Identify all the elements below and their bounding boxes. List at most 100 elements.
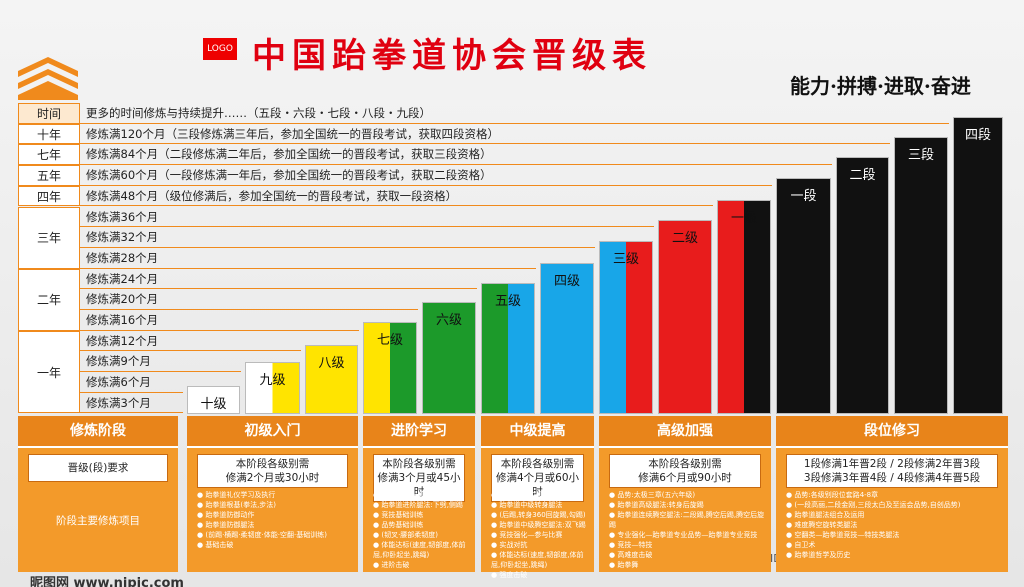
time-label: 十年	[18, 123, 80, 145]
requirement-line: 本阶段各级别需	[500, 458, 575, 470]
item: ● 自卫术	[786, 541, 816, 549]
belt-bar: 七级	[363, 322, 417, 414]
item: 阶段主要修炼项目	[56, 515, 140, 527]
item: ● (韧叉·腰部柔韧度)	[373, 531, 439, 539]
requirement-line: 本阶段各级别需	[648, 458, 722, 470]
item: ● 品势:太极二章(三四年级)	[491, 491, 578, 499]
belt-bar: 二段	[836, 157, 889, 414]
requirement-line: 本阶段各级别需	[382, 458, 456, 470]
item: ● 难度腾空旋转类腿法	[786, 521, 858, 529]
item: ● 品势:各级别段位套路4-8章	[786, 491, 879, 499]
item: ● 空翻类—跆拳道竞技—特技类腿法	[786, 531, 900, 539]
item: ● 品势:太极三章(五六年级)	[609, 491, 696, 499]
time-label: 四年	[18, 185, 80, 207]
item: ● 跆拳道礼仪学习及执行	[197, 491, 276, 499]
item-list: ● 品势:太极一章(一二年级) ● 跆拳道进阶腿法:下劈,侧踢 ● 竞技基础训练 ● …	[373, 490, 469, 570]
stage-panel: 初级入门 本阶段各级别需 修满2个月或30小时 ● 跆拳道礼仪学习及执行 ● 跆拳道根基…	[187, 416, 358, 572]
item: ● 基础击破	[197, 541, 234, 549]
item: ● 体能达标(速度,韧部度,体前屈,仰卧起坐,跳绳)	[373, 541, 466, 559]
item: ● 品势基础训练	[373, 521, 424, 529]
item: ● 跆拳舞	[609, 561, 639, 569]
requirement-box: 本阶段各级别需 修满6个月或90小时	[609, 454, 761, 488]
requirement-line: 本阶段各级别需	[235, 458, 310, 470]
belt-bar: 四级	[540, 263, 594, 414]
stage-title: 进阶学习	[363, 416, 475, 448]
requirement-box: 本阶段各级别需修满4个月或60小时	[491, 454, 584, 502]
requirement-line: 3段修满3年晋4段 / 4段修满4年晋5段	[803, 472, 981, 484]
belt-bar: 一级	[717, 200, 771, 414]
time-row: 修炼满16个月	[18, 310, 359, 331]
item: ● 跆拳道连续腾空腿法:二段踢,腾空后踢,腾空后旋踢	[609, 511, 765, 529]
title: 中国跆拳道协会晋级表	[252, 36, 652, 76]
time-label: 五年	[18, 165, 80, 186]
item: ● 高难度击破	[609, 551, 653, 559]
stage-title: 段位修习	[776, 416, 1008, 448]
time-row: 修炼满32个月	[18, 227, 595, 248]
item: ● (前踢·横踢·柔韧度·体能·空翻·基础训练)	[197, 531, 327, 539]
item: ● 强度击破	[491, 571, 528, 579]
stage-title: 中级提高	[481, 416, 594, 448]
item: ● 跆拳道防御腿法	[197, 521, 255, 529]
requirement-line: 修满3个月或45小时	[377, 472, 461, 498]
belt-bar: 八级	[305, 345, 358, 414]
belt-bar: 四段	[953, 117, 1003, 414]
time-label: 二年	[18, 268, 80, 331]
item: ● 体能达标(速度,韧部度,体前屈,仰卧起坐,跳绳)	[491, 551, 584, 569]
stage-panel: 高级加强本阶段各级别需 修满6个月或90小时 ● 品势:太极三章(五六年级) ● 跆拳…	[599, 416, 771, 572]
stage-panel: 修炼阶段晋级(段)要求 阶段主要修炼项目	[18, 416, 178, 572]
time-row: 更多的时间修炼与持续提升……（五段・六段・七段・八段・九段）	[18, 103, 949, 124]
belt-bar: 六级	[422, 302, 476, 414]
item: ● 跆拳道防御动作	[197, 511, 255, 519]
time-row: 修炼满28个月	[18, 248, 536, 269]
time-row: 修炼满84个月（二段修炼满二年后，参加全国统一的晋段考试，获取三段资格）	[18, 144, 832, 166]
stage-panel: 段位修习 1段修满1年晋2段 / 2段修满2年晋3段 3段修满3年晋4段 / 4段修…	[776, 416, 1008, 572]
item: ● 跆拳道腿法组合及运用	[786, 511, 865, 519]
stage-title: 高级加强	[599, 416, 771, 448]
time-row: 修炼满36个月	[18, 207, 654, 228]
time-label: 三年	[18, 206, 80, 269]
item: ● 跆拳道中级腾空腿法:双飞踢	[491, 521, 586, 529]
item: ● 竞技—特技	[609, 541, 653, 549]
slogan: 能力·拼搏·进取·奋进	[790, 74, 971, 98]
logo: LOGO	[203, 38, 237, 60]
item: ● (后踢,转身360回旋踢,勾踢)	[491, 511, 586, 519]
requirement-box: 本阶段各级别需 修满2个月或30小时	[197, 454, 348, 488]
requirement-line: 修满4个月或60小时	[495, 472, 580, 498]
belt-bar: 十级	[187, 386, 240, 414]
time-row: 修炼满12个月	[18, 331, 301, 352]
requirement-box: 1段修满1年晋2段 / 2段修满2年晋3段 3段修满3年晋4段 / 4段修满4年晋…	[786, 454, 998, 488]
belt-bar: 一段	[776, 178, 831, 414]
item-list: ● 跆拳道礼仪学习及执行 ● 跆拳道根基(拳法,步法) ● 跆拳道防御动作 ● 跆拳道…	[197, 490, 352, 550]
item: ● 跆拳道哲学及历史	[786, 551, 851, 559]
time-row: 修炼满6个月	[18, 372, 183, 393]
time-row: 修炼满3个月	[18, 393, 183, 414]
item-list: ● 品势:太极三章(五六年级) ● 跆拳道高级腿法:转身后旋踢 ● 跆拳道连续腾空腿…	[609, 490, 765, 570]
item-list: ● 品势:各级别段位套路4-8章 ● (一段高丽,二段金刚,三段太白及至运会品势,…	[786, 490, 1002, 560]
item: ● 跆拳道高级腿法:转身后旋踢	[609, 501, 704, 509]
stage-panel: 进阶学习本阶段各级别需修满3个月或45小时 ● 品势:太极一章(一二年级) ● 跆拳…	[363, 416, 475, 572]
chevrons	[18, 57, 78, 100]
time-row: 修炼满9个月	[18, 351, 241, 373]
requirement-line: 晋级(段)要求	[67, 462, 129, 474]
item: ● 跆拳道根基(拳法,步法)	[197, 501, 277, 509]
stage-panel: 中级提高本阶段各级别需修满4个月或60小时 ● 品势:太极二章(三四年级) ● 跆拳…	[481, 416, 594, 579]
requirement-line: 1段修满1年晋2段 / 2段修满2年晋3段	[803, 458, 981, 470]
time-row: 修炼满20个月	[18, 289, 418, 310]
belt-bar: 二级	[658, 220, 712, 414]
requirement-box: 晋级(段)要求	[28, 454, 168, 482]
watermark-site: 昵图网 www.nipic.com	[30, 576, 184, 587]
stage-title: 修炼阶段	[18, 416, 178, 448]
time-row: 修炼满24个月	[18, 269, 477, 290]
time-label: 一年	[18, 330, 80, 414]
item: ● 专业强化—跆拳道专业品势—跆拳道专业竞技	[609, 531, 758, 539]
item: ● 进阶击破	[373, 561, 410, 569]
item: ● 跆拳道进阶腿法:下劈,侧踢	[373, 501, 463, 509]
time-label: 时间	[18, 103, 80, 124]
belt-bar: 九级	[245, 362, 300, 414]
requirement-box: 本阶段各级别需修满3个月或45小时	[373, 454, 465, 502]
time-row: 修炼满60个月（一段修炼满一年后，参加全国统一的晋段考试，获取二段资格）	[18, 165, 772, 186]
belt-bar: 五级	[481, 283, 535, 414]
item: ● 竞技强化—参与比赛	[491, 531, 563, 539]
requirement-line: 修满6个月或90小时	[638, 472, 732, 484]
